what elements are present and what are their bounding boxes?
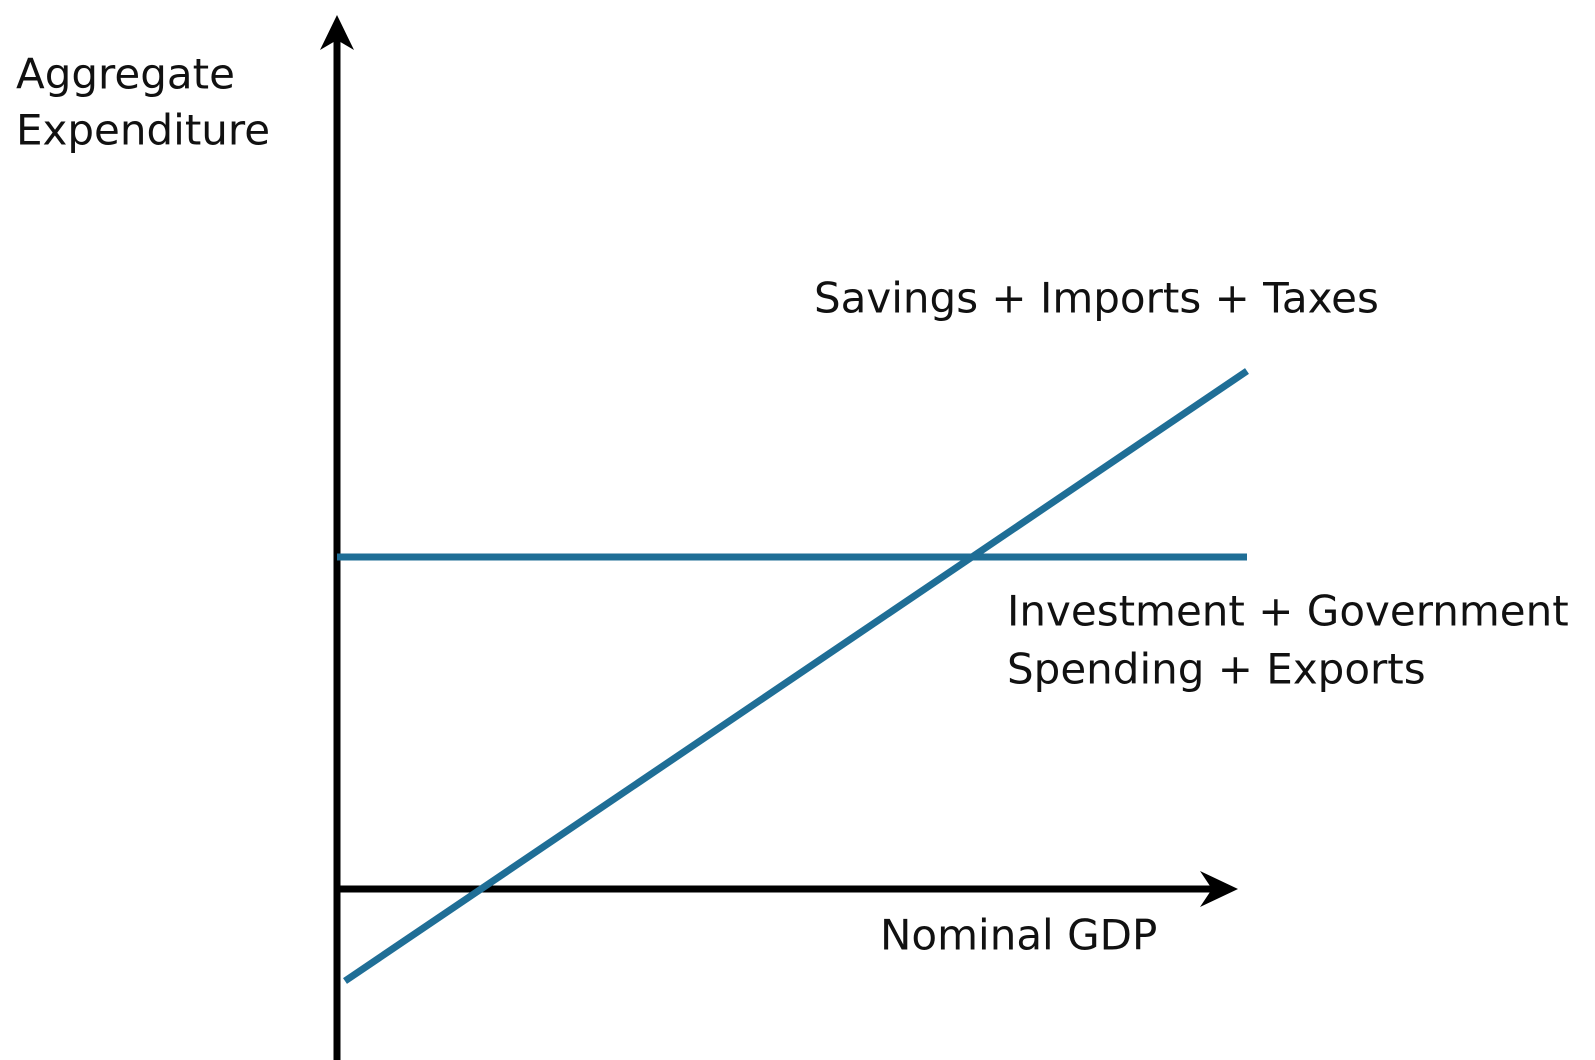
y-axis-arrow	[320, 15, 354, 50]
line-label: Savings + Imports + Taxes	[814, 274, 1379, 323]
y-axis-label: Expenditure	[16, 106, 270, 155]
x-axis-label: Nominal GDP	[880, 911, 1157, 960]
leakages-line	[343, 368, 1249, 984]
x-axis-arrow	[1200, 871, 1238, 907]
y-axis-label: Aggregate	[16, 50, 235, 99]
line-label: Spending + Exports	[1007, 645, 1426, 694]
line-label: Investment + Government	[1007, 587, 1569, 636]
